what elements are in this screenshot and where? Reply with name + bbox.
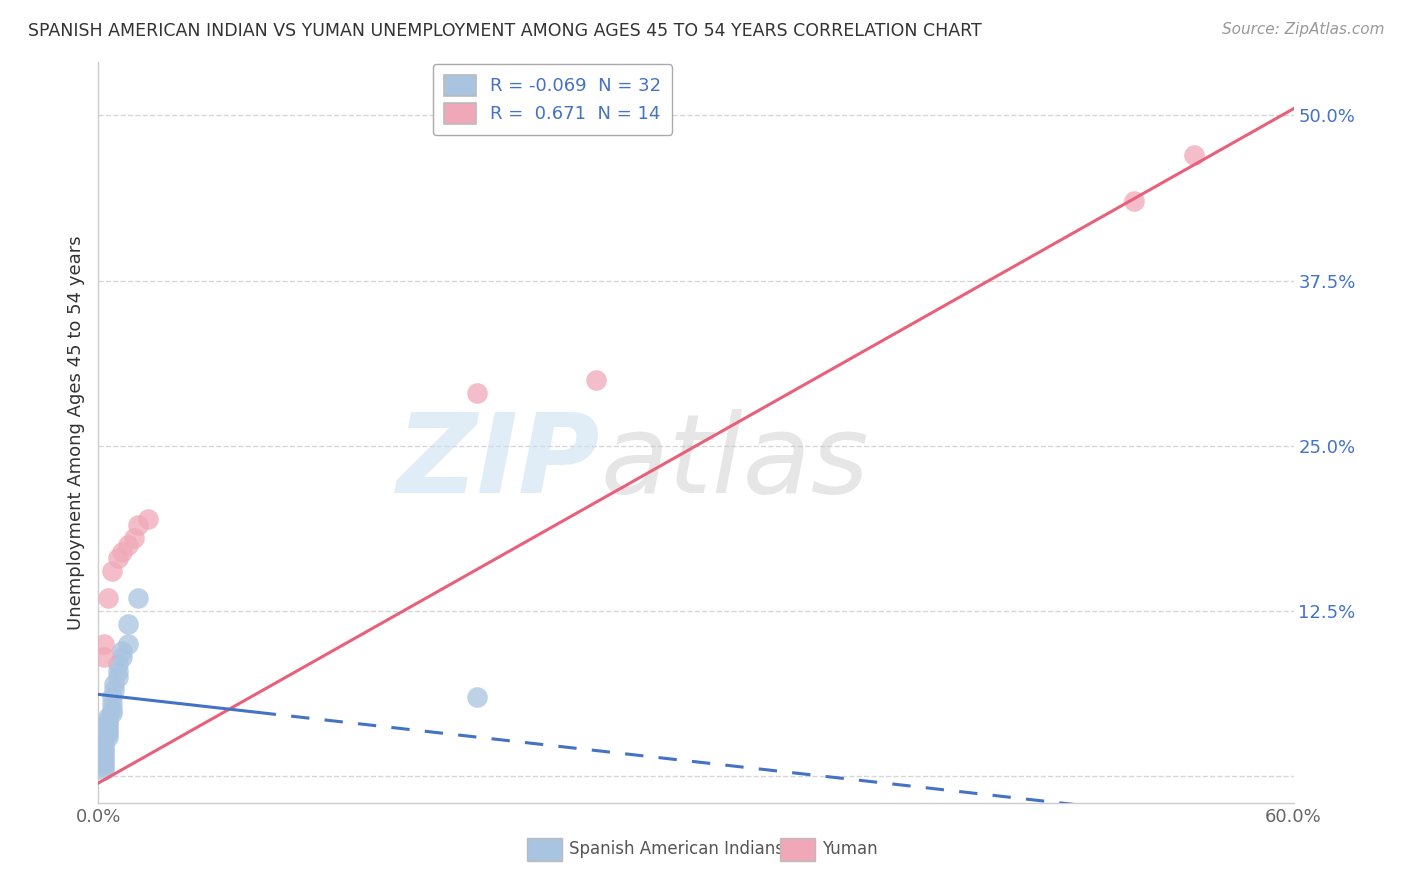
Point (93, 758, 115, 772)
Point (93, 650, 115, 665)
Point (127, 518, 149, 533)
Point (465, 386, 488, 401)
Point (1123, 194, 1146, 209)
Point (465, 690, 488, 704)
Text: atlas: atlas (600, 409, 869, 516)
Point (93, 763, 115, 777)
Text: Yuman: Yuman (823, 840, 879, 858)
Point (93, 756, 115, 771)
Point (93, 740, 115, 755)
Point (124, 532, 146, 546)
Point (103, 683, 125, 698)
Point (97, 716, 120, 731)
Point (117, 617, 139, 632)
Point (101, 706, 124, 720)
Point (107, 670, 129, 684)
Point (93, 736, 115, 750)
Legend: R = -0.069  N = 32, R =  0.671  N = 14: R = -0.069 N = 32, R = 0.671 N = 14 (433, 64, 672, 135)
Text: ZIP: ZIP (396, 409, 600, 516)
Point (97, 719, 120, 733)
Point (93, 746, 115, 760)
Point (93, 732, 115, 747)
Point (93, 749, 115, 764)
Point (1182, 148, 1205, 162)
Point (111, 644, 134, 658)
Point (107, 551, 129, 566)
Point (111, 650, 134, 665)
Point (93, 743, 115, 757)
Point (97, 725, 120, 739)
Point (101, 565, 124, 579)
Point (107, 664, 129, 678)
Point (97, 723, 120, 737)
Point (97, 710, 120, 724)
Point (585, 373, 607, 387)
Y-axis label: Unemployment Among Ages 45 to 54 years: Unemployment Among Ages 45 to 54 years (66, 235, 84, 630)
Point (93, 637, 115, 651)
Point (97, 730, 120, 744)
Point (136, 511, 159, 525)
Point (101, 690, 124, 704)
Point (103, 677, 125, 691)
Point (97, 713, 120, 727)
Point (117, 538, 139, 552)
Point (93, 754, 115, 768)
Point (101, 697, 124, 711)
Point (101, 703, 124, 717)
Point (97, 591, 120, 605)
Point (107, 657, 129, 671)
Text: Spanish American Indians: Spanish American Indians (569, 840, 785, 858)
Text: SPANISH AMERICAN INDIAN VS YUMAN UNEMPLOYMENT AMONG AGES 45 TO 54 YEARS CORRELAT: SPANISH AMERICAN INDIAN VS YUMAN UNEMPLO… (28, 22, 981, 40)
Point (117, 637, 139, 651)
Text: Source: ZipAtlas.com: Source: ZipAtlas.com (1222, 22, 1385, 37)
Point (111, 544, 134, 558)
Point (127, 591, 149, 605)
